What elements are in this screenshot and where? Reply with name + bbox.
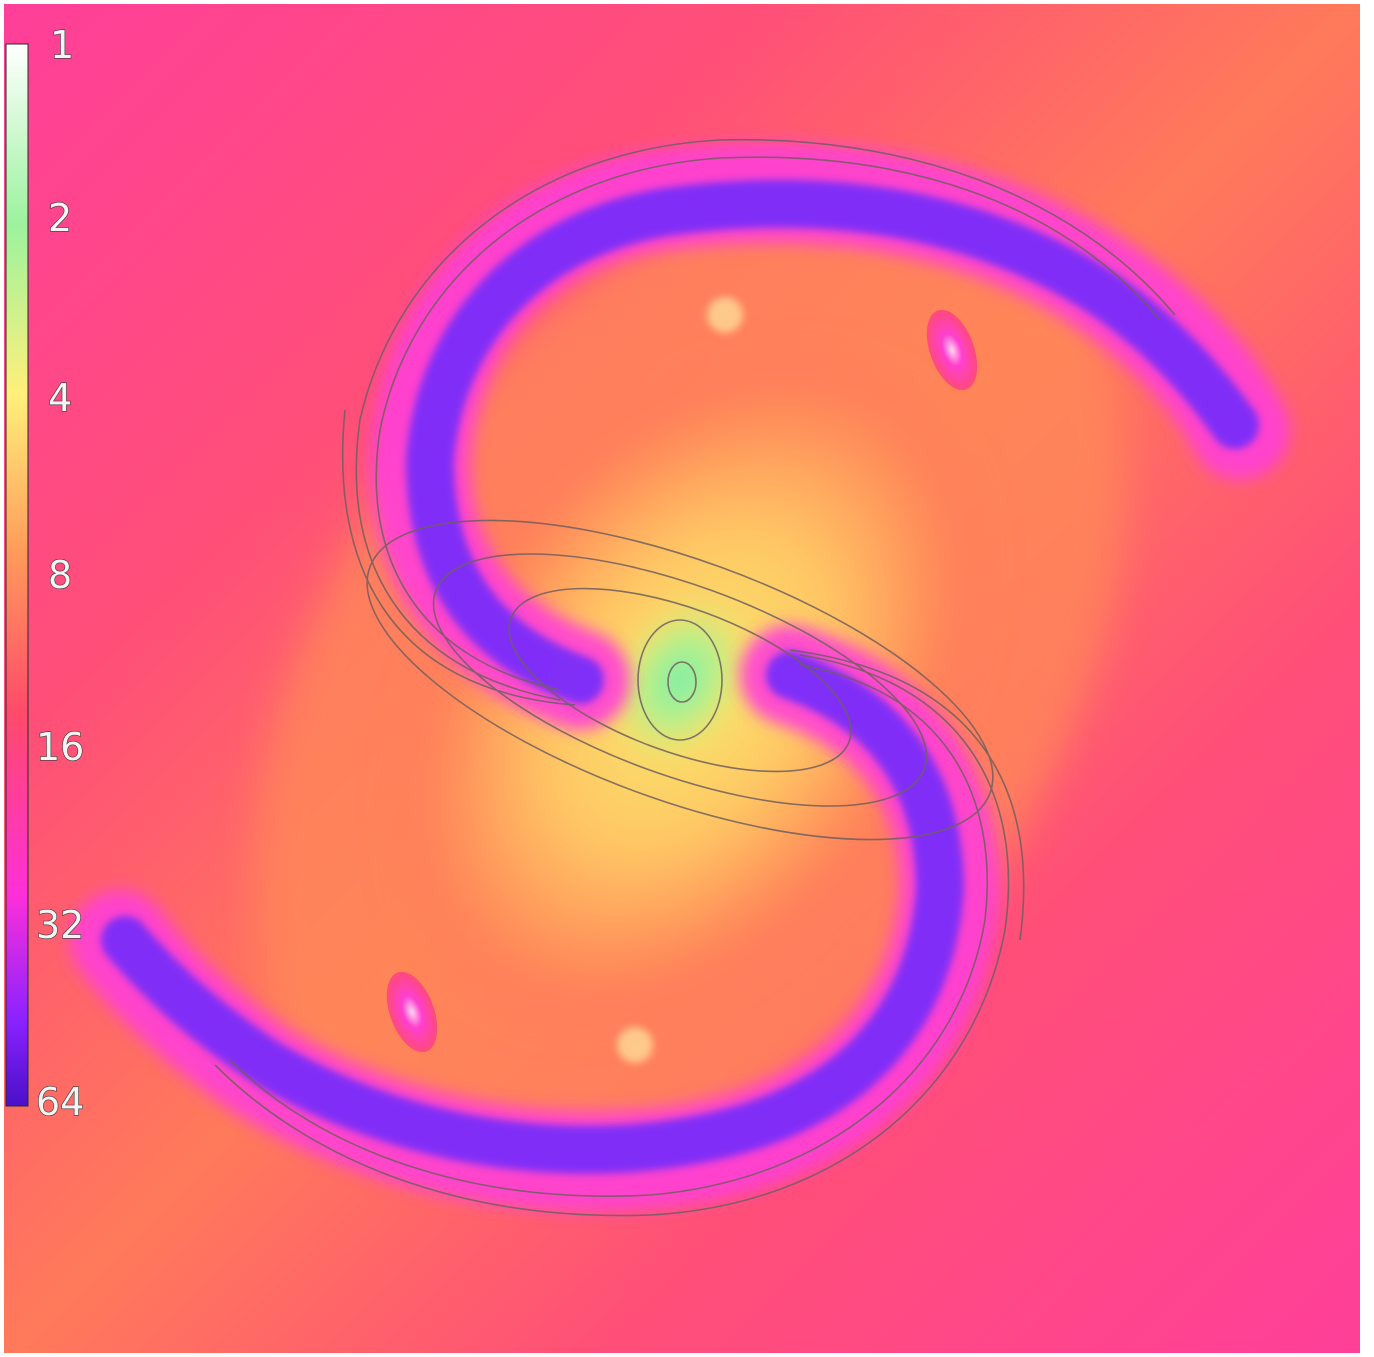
colorbar-gradient	[5, 43, 29, 1107]
colorbar-tick: 64	[36, 1080, 84, 1124]
spiral-arm-lower	[70, 625, 1001, 1212]
density-contours	[214, 138, 1176, 1217]
colorbar-tick: 4	[48, 376, 72, 420]
star-cluster-knot	[386, 971, 438, 1053]
colorbar-tick: 32	[36, 903, 84, 947]
spiral-arm-upper	[369, 142, 1290, 730]
colorbar-tick: 2	[48, 196, 72, 240]
bright-knot	[707, 297, 743, 333]
colorbar	[5, 43, 29, 1107]
colorbar-tick: 8	[48, 553, 72, 597]
star-cluster-knot	[926, 309, 978, 391]
colorbar-tick: 16	[36, 725, 84, 769]
colorbar-tick: 1	[50, 23, 74, 67]
bright-knot	[617, 1027, 653, 1063]
